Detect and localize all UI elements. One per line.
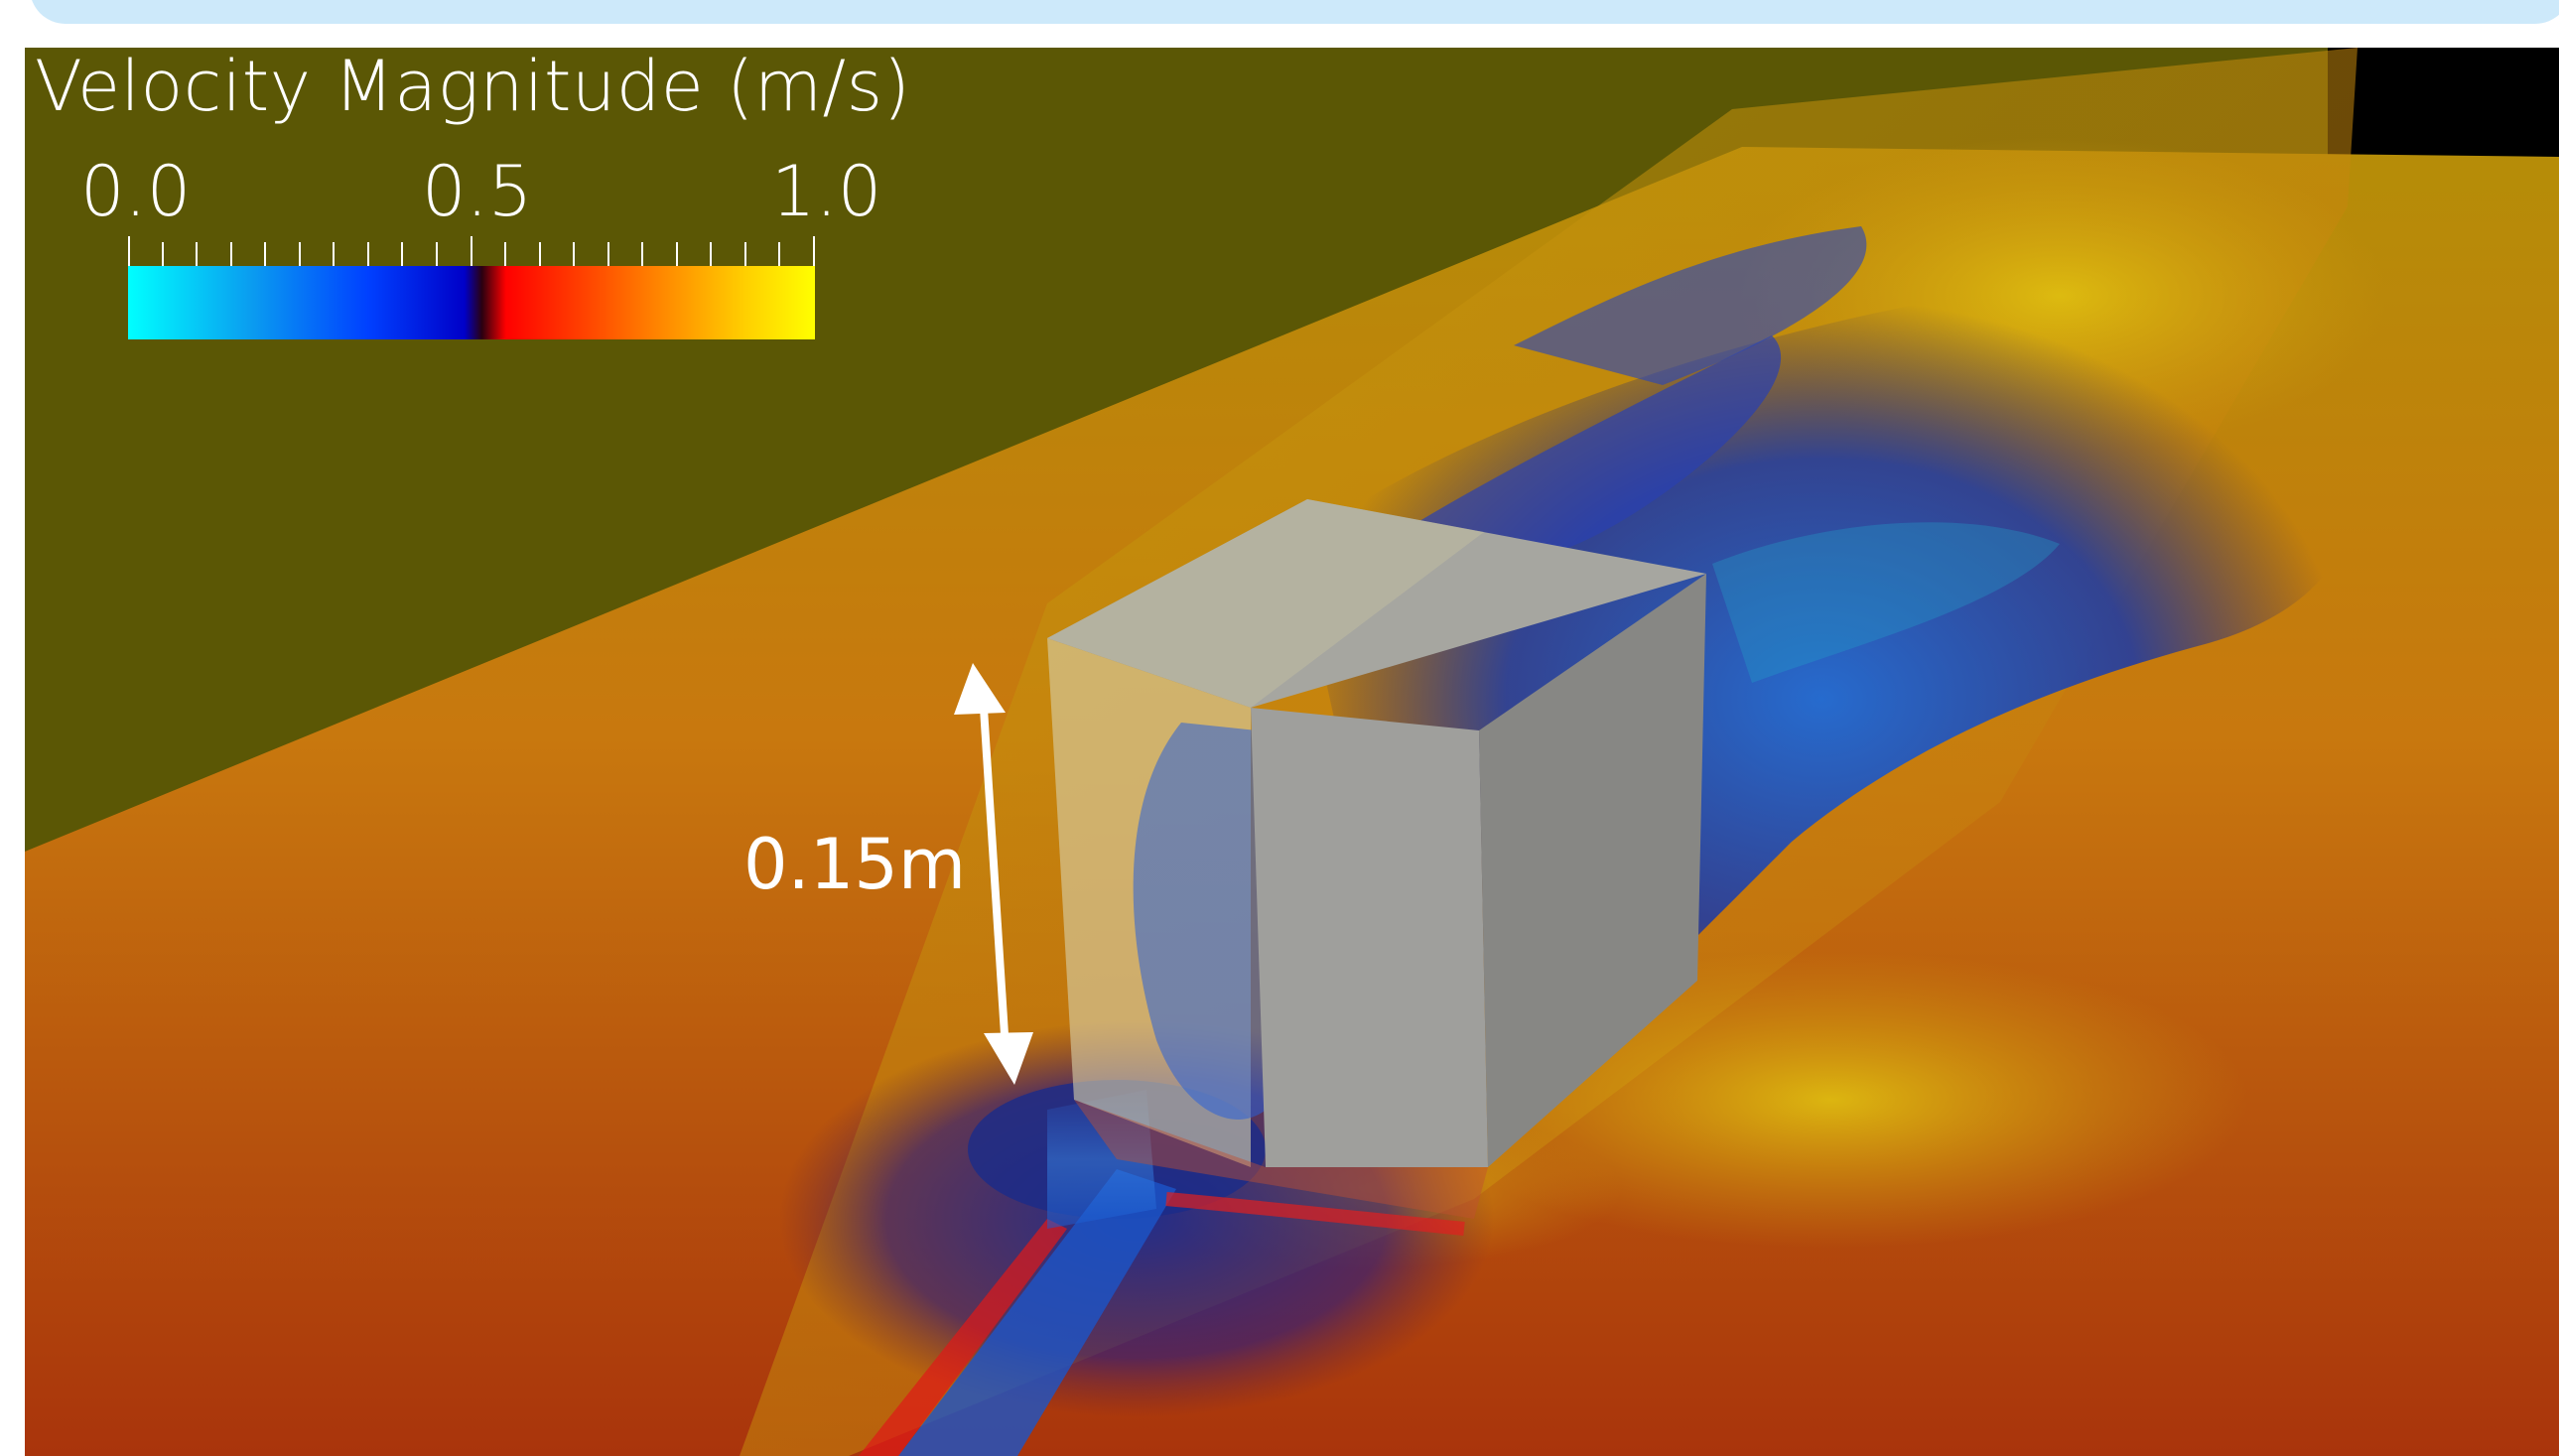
legend-tick-min: 0.0 [80,151,192,232]
cube-front-face [1251,708,1488,1167]
top-banner [30,0,2559,24]
height-label: 0.15m [743,824,967,905]
legend-title: Velocity Magnitude (m/s) [35,48,911,127]
render-viewport[interactable]: Velocity Magnitude (m/s) 0.0 0.5 1.0 [25,48,2559,1456]
color-legend [128,236,815,339]
colorbar-gradient [128,266,815,339]
colorbar-ticks [128,236,815,270]
flow-visualization[interactable] [25,48,2559,1456]
legend-tick-mid: 0.5 [422,151,533,232]
legend-tick-max: 1.0 [771,151,882,232]
height-arrow [954,663,1033,1085]
cube-right-face [1479,574,1706,1167]
void-corner [2328,48,2559,167]
